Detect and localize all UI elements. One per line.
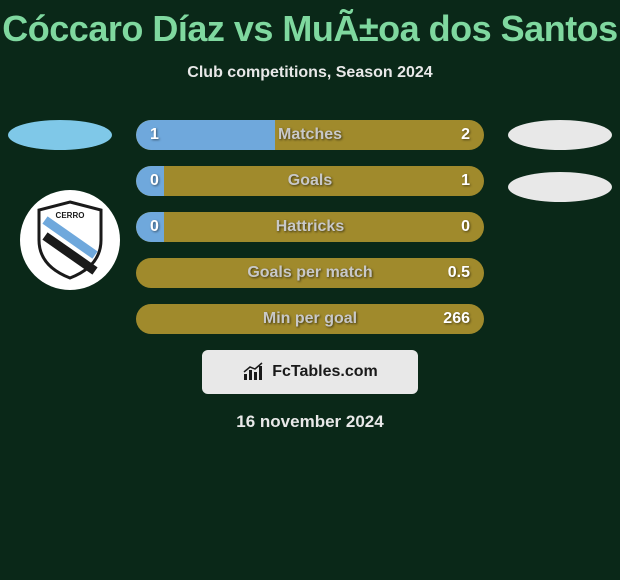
subtitle: Club competitions, Season 2024	[0, 64, 620, 82]
shield-icon: CERRO	[35, 200, 105, 280]
stats-bars: 1 Matches 2 0 Goals 1 0 Hattricks 0 Goal…	[136, 120, 484, 334]
stat-row-hattricks: 0 Hattricks 0	[136, 212, 484, 242]
stat-label: Hattricks	[136, 212, 484, 242]
stat-label: Min per goal	[136, 304, 484, 334]
player-right-badge-1	[508, 172, 612, 202]
stat-right-value: 266	[443, 304, 470, 334]
stat-right-value: 0.5	[448, 258, 470, 288]
stat-label: Matches	[136, 120, 484, 150]
club-logo-left: CERRO	[20, 190, 120, 290]
stat-right-value: 2	[461, 120, 470, 150]
stat-label: Goals	[136, 166, 484, 196]
stat-row-min-per-goal: Min per goal 266	[136, 304, 484, 334]
comparison-content: CERRO 1 Matches 2 0 Goals 1 0 Hattricks …	[0, 120, 620, 432]
stat-right-value: 1	[461, 166, 470, 196]
stat-label: Goals per match	[136, 258, 484, 288]
player-left-badge-0	[8, 120, 112, 150]
page-title: Cóccaro Díaz vs MuÃ±oa dos Santos	[0, 0, 620, 50]
brand-text: FcTables.com	[272, 363, 378, 381]
brand-box[interactable]: FcTables.com	[202, 350, 418, 394]
bar-chart-icon	[242, 362, 266, 382]
svg-text:CERRO: CERRO	[56, 211, 85, 220]
player-right-badge-0	[508, 120, 612, 150]
stat-right-value: 0	[461, 212, 470, 242]
stat-row-matches: 1 Matches 2	[136, 120, 484, 150]
stat-row-goals: 0 Goals 1	[136, 166, 484, 196]
stat-row-goals-per-match: Goals per match 0.5	[136, 258, 484, 288]
date-text: 16 november 2024	[10, 412, 610, 432]
